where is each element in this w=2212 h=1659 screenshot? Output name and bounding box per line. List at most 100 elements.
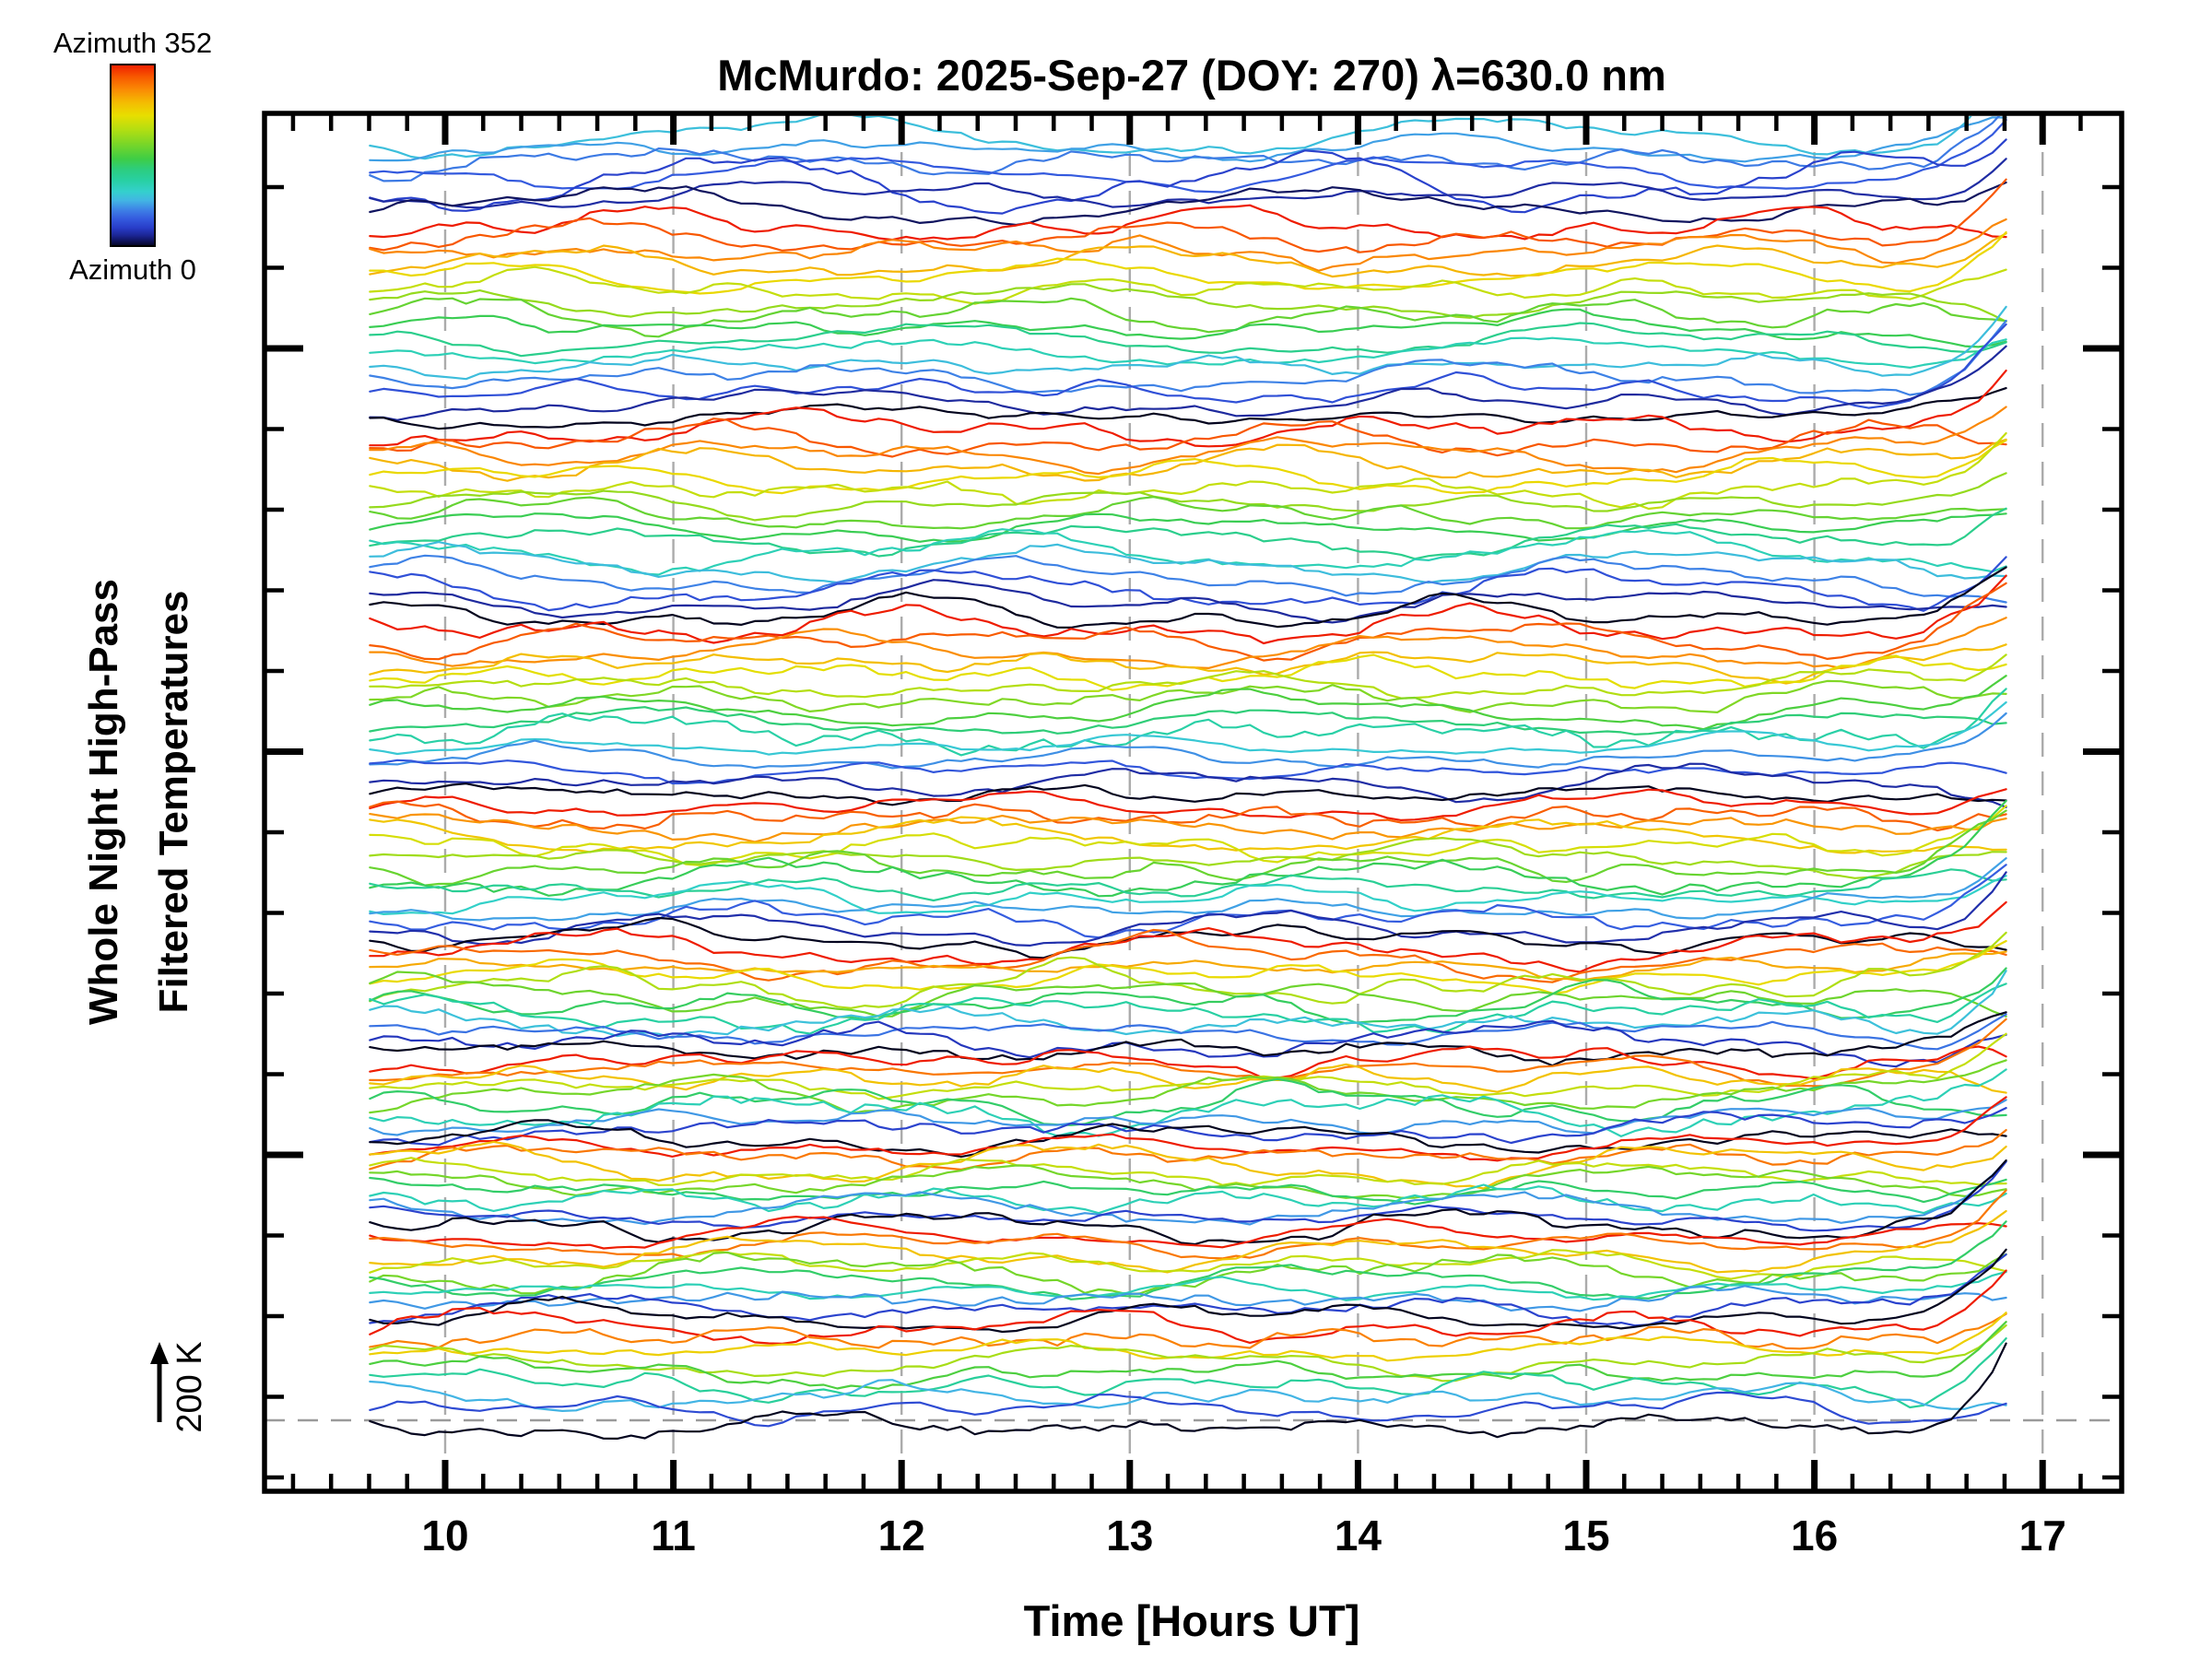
- trace-line: [369, 1013, 2007, 1051]
- trace-line: [369, 1312, 2007, 1350]
- trace-line: [369, 816, 2007, 854]
- trace-line: [369, 1157, 2007, 1187]
- trace-line: [369, 1324, 2007, 1382]
- trace-line: [369, 836, 2007, 879]
- trace-line: [369, 387, 2007, 430]
- trace-line: [369, 418, 2007, 458]
- plot-box: [262, 111, 2124, 1494]
- trace-line: [369, 868, 2007, 902]
- x-tick-label: 12: [878, 1512, 925, 1559]
- trace-line: [369, 762, 2007, 809]
- trace-line: [369, 1248, 2007, 1334]
- trace-line: [369, 1336, 2007, 1409]
- trace-line: [369, 472, 2007, 522]
- trace-line: [369, 116, 2001, 182]
- trace-line: [369, 1159, 2007, 1246]
- trace-line: [369, 283, 2007, 323]
- trace-line: [369, 782, 2007, 806]
- trace-line: [369, 950, 2007, 982]
- trace-line: [369, 617, 2007, 670]
- trace-line: [369, 579, 2007, 624]
- trace-line: [369, 971, 2007, 1018]
- trace-line: [369, 297, 2007, 338]
- trace-line: [369, 1128, 2007, 1171]
- trace-line: [369, 230, 2007, 295]
- colorbar-top-label: Azimuth 352: [53, 27, 212, 59]
- y-axis-label-line1: Whole Night High-Pass: [81, 579, 126, 1025]
- trace-line: [369, 706, 2007, 735]
- trace-line: [369, 1379, 2007, 1413]
- traces-group: [369, 116, 2007, 1441]
- trace-line: [369, 864, 2007, 939]
- trace-line: [369, 857, 2007, 922]
- trace-line: [369, 566, 2007, 629]
- trace-line: [369, 556, 2007, 612]
- x-tick-labels-group: 10 11 12 13 14 15 16 17: [421, 1512, 2065, 1559]
- trace-line: [369, 232, 2007, 278]
- trace-line: [369, 812, 2007, 843]
- trace-line: [369, 323, 2007, 409]
- trace-line: [369, 759, 2007, 785]
- trace-line: [369, 322, 2007, 358]
- trace-line: [369, 116, 1972, 160]
- x-tick-label: 15: [1562, 1512, 1609, 1559]
- trace-line: [369, 1032, 2007, 1100]
- trace-line: [369, 1176, 2007, 1206]
- trace-line: [369, 712, 2007, 770]
- trace-line: [369, 439, 2007, 495]
- trace-line: [369, 643, 2007, 685]
- trace-line: [369, 800, 2007, 832]
- trace-line: [369, 967, 2007, 1025]
- trace-line: [369, 1140, 2007, 1190]
- trace-line: [369, 1220, 2007, 1300]
- trace-line: [369, 679, 2007, 714]
- x-tick-label: 16: [1791, 1512, 1838, 1559]
- trace-line: [369, 1249, 2007, 1280]
- trace-line: [369, 265, 2007, 305]
- trace-line: [369, 653, 2007, 700]
- trace-line: [369, 574, 2007, 645]
- trace-line: [369, 158, 2007, 209]
- x-tick-label: 17: [2019, 1512, 2066, 1559]
- trace-line: [369, 875, 2007, 916]
- trace-line: [369, 308, 2007, 348]
- trace-line: [369, 218, 2007, 272]
- trace-line: [369, 1106, 2007, 1147]
- chart-title: McMurdo: 2025-Sep-27 (DOY: 270) λ=630.0 …: [717, 51, 1666, 100]
- trace-line: [369, 181, 2007, 227]
- trace-line: [369, 1059, 2007, 1115]
- x-axis-label: Time [Hours UT]: [1024, 1596, 1360, 1645]
- trace-line: [369, 700, 2007, 756]
- trace-line: [369, 900, 2007, 973]
- trace-line: [369, 1253, 2007, 1327]
- trace-line: [369, 928, 2007, 983]
- trace-line: [369, 1018, 2007, 1088]
- trace-line: [369, 319, 2007, 396]
- colorbar-bottom-label: Azimuth 0: [69, 253, 196, 286]
- trace-line: [369, 496, 2007, 530]
- trace-line: [369, 1183, 2007, 1215]
- trace-line: [369, 507, 2007, 560]
- trace-line: [369, 1215, 2007, 1250]
- scale-arrow-head: [150, 1342, 169, 1364]
- trace-line: [369, 1209, 2007, 1274]
- trace-line: [369, 1285, 2007, 1312]
- trace-line: [369, 204, 2007, 241]
- axes-group: [262, 111, 2124, 1494]
- trace-line: [369, 1251, 2007, 1296]
- y-axis-label-line2: Filtered Temperatures: [151, 591, 196, 1014]
- trace-line: [369, 809, 2007, 887]
- scale-annotation: 200 K: [171, 1341, 209, 1432]
- trace-line: [369, 1160, 2007, 1232]
- trace-line: [369, 1321, 2007, 1390]
- trace-line: [369, 370, 2007, 448]
- trace-line: [369, 554, 2007, 604]
- trace-line: [369, 805, 2007, 866]
- trace-line: [369, 345, 2007, 421]
- trace-line: [369, 582, 2007, 662]
- trace-line: [369, 138, 2007, 215]
- trace-line: [369, 970, 2007, 1040]
- trace-line: [369, 438, 2007, 482]
